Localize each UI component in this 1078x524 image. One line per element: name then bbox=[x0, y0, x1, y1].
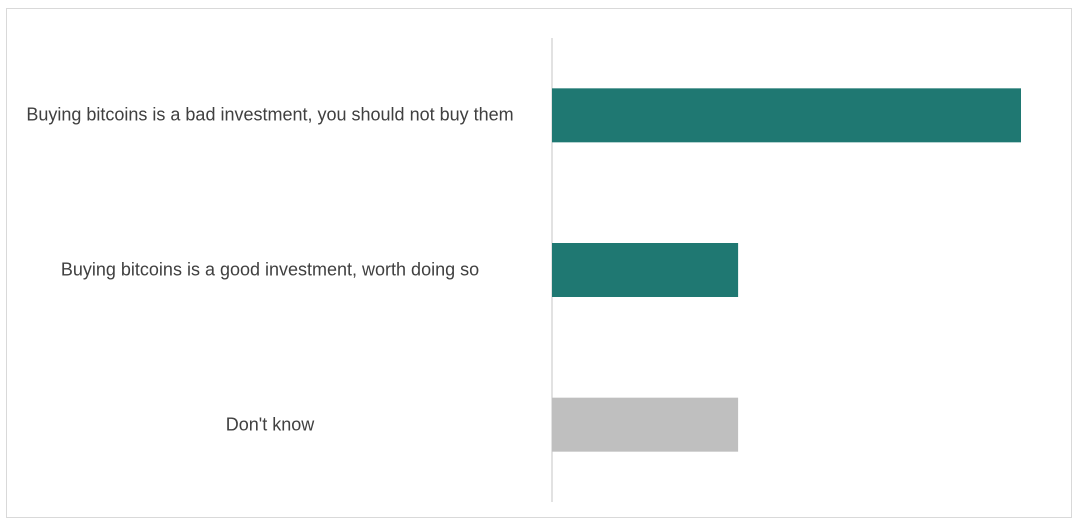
bar-2 bbox=[552, 243, 739, 297]
bars-layer bbox=[552, 88, 1021, 452]
category-label-1: Buying bitcoins is a bad investment, you… bbox=[26, 104, 514, 125]
bar-1 bbox=[552, 88, 1021, 143]
category-label-2: Buying bitcoins is a good investment, wo… bbox=[60, 259, 480, 280]
bar-3 bbox=[552, 397, 739, 452]
category-label-3: Don't know bbox=[225, 414, 315, 435]
